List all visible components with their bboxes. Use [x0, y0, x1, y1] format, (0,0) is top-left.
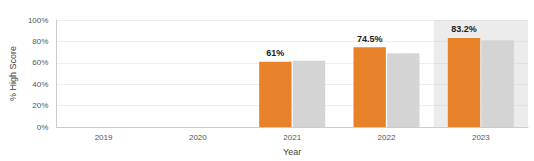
svg-text:74.5%: 74.5%	[357, 34, 383, 44]
svg-text:80%: 80%	[32, 37, 48, 46]
svg-text:0%: 0%	[37, 123, 49, 132]
svg-text:Year: Year	[283, 147, 301, 157]
svg-text:2020: 2020	[189, 133, 207, 142]
svg-text:100%: 100%	[28, 16, 48, 25]
svg-text:20%: 20%	[32, 101, 48, 110]
svg-text:2019: 2019	[95, 133, 113, 142]
svg-text:2023: 2023	[472, 133, 490, 142]
svg-text:83.2%: 83.2%	[451, 24, 477, 34]
svg-text:2022: 2022	[378, 133, 396, 142]
svg-text:2021: 2021	[283, 133, 301, 142]
svg-text:% High Score: % High Score	[8, 46, 18, 101]
svg-text:61%: 61%	[266, 48, 284, 58]
svg-text:40%: 40%	[32, 80, 48, 89]
svg-text:60%: 60%	[32, 58, 48, 67]
